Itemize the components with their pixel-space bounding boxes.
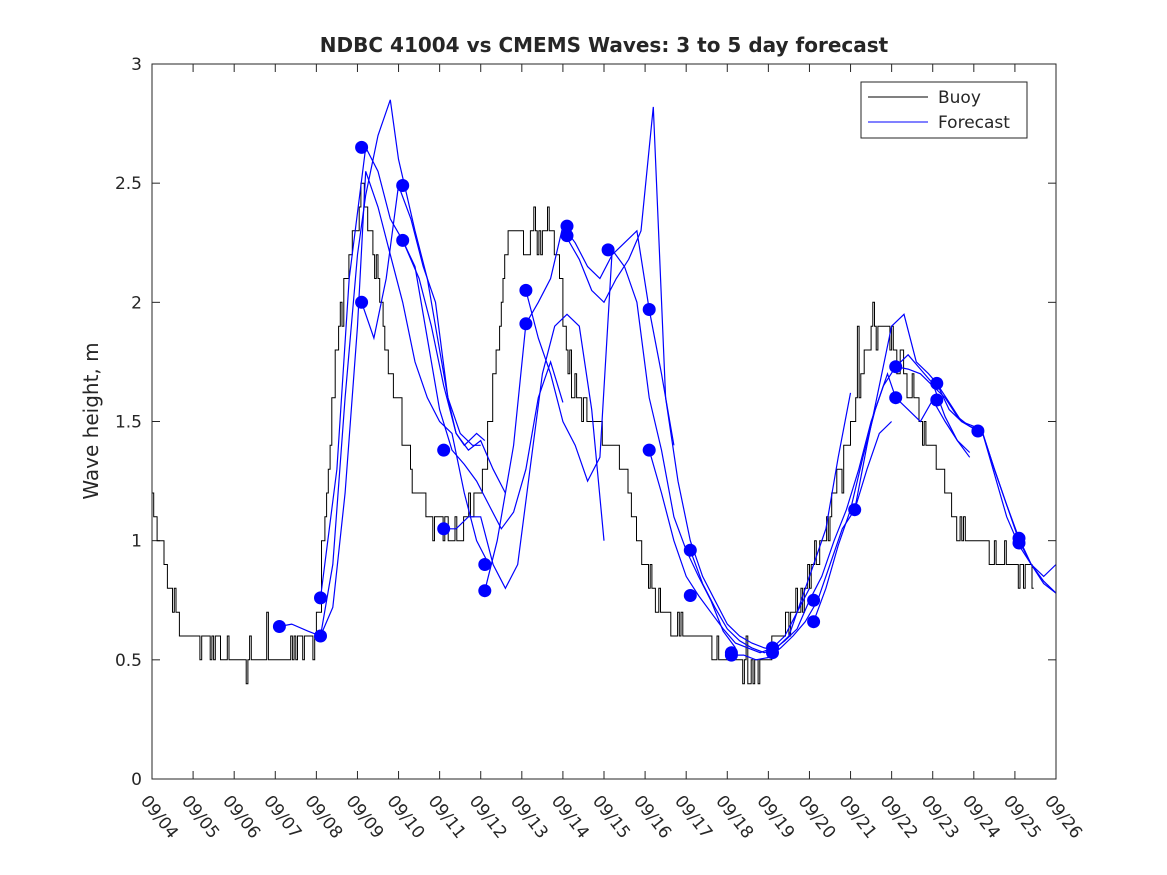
forecast-line-7: [484, 224, 675, 591]
forecast-marker: [314, 591, 327, 605]
forecast-line-6: [443, 313, 605, 590]
forecast-marker: [642, 443, 656, 457]
forecast-marker: [355, 295, 369, 309]
forecast-marker: [848, 503, 862, 517]
forecast-marker: [889, 391, 903, 405]
forecast-marker: [601, 243, 615, 257]
forecast-marker: [642, 303, 656, 316]
y-tick-label: 0.5: [115, 651, 142, 671]
forecast-marker: [560, 219, 574, 233]
legend-buoy-label: Buoy: [938, 88, 981, 108]
forecast-marker: [396, 179, 410, 192]
forecast-markers: [272, 140, 1026, 662]
y-tick-label: 1.5: [115, 413, 142, 433]
y-tick-label: 1: [131, 532, 142, 552]
forecast-marker: [314, 629, 327, 643]
forecast-line-12: [731, 421, 893, 661]
buoy-series: [152, 182, 1034, 685]
forecast-marker: [807, 593, 821, 607]
forecast-line-2: [319, 145, 506, 598]
forecast-marker: [478, 584, 492, 598]
forecast-marker: [766, 646, 779, 660]
forecast-marker: [272, 620, 286, 633]
plot-frame: [151, 63, 1057, 780]
forecast-line-14: [813, 371, 971, 622]
forecast-line-3: [319, 99, 481, 637]
y-axis-label: Wave height, m: [79, 342, 103, 499]
forecast-marker: [683, 543, 697, 557]
y-tick-label: 2.5: [115, 174, 142, 194]
forecast-marker: [355, 140, 369, 154]
y-axis: 0 0.5 1 1.5 2 2.5 3: [115, 55, 1056, 790]
forecast-marker: [930, 393, 944, 407]
forecast-marker: [437, 443, 451, 457]
legend-forecast-label: Forecast: [938, 113, 1010, 133]
y-tick-label: 2: [131, 293, 142, 313]
forecast-line-9: [566, 106, 777, 651]
forecast-marker: [971, 424, 985, 438]
forecast-marker: [1012, 536, 1026, 550]
legend-box: [860, 81, 1028, 139]
forecast-marker: [478, 558, 492, 571]
legend: Buoy Forecast: [860, 81, 1028, 139]
y-tick-label: 0: [131, 770, 142, 790]
forecast-marker: [560, 229, 574, 243]
forecast-marker: [396, 233, 410, 247]
forecast-marker: [437, 522, 451, 536]
forecast-line-5: [402, 240, 564, 530]
forecast-marker: [807, 615, 821, 629]
forecast-line-17: [936, 383, 1057, 594]
forecast-line-4: [361, 185, 486, 447]
chart-title: NDBC 41004 vs CMEMS Waves: 3 to 5 day fo…: [320, 33, 889, 57]
forecast-line-8: [525, 248, 736, 649]
forecast-line-10: [648, 449, 811, 654]
forecast-marker: [519, 317, 533, 331]
y-tick-label: 3: [131, 55, 142, 75]
forecast-marker: [724, 648, 738, 662]
buoy-line: [152, 182, 1034, 685]
forecast-marker: [683, 589, 697, 602]
forecast-marker: [889, 360, 903, 374]
forecast-marker: [930, 376, 944, 390]
forecast-marker: [519, 283, 533, 297]
